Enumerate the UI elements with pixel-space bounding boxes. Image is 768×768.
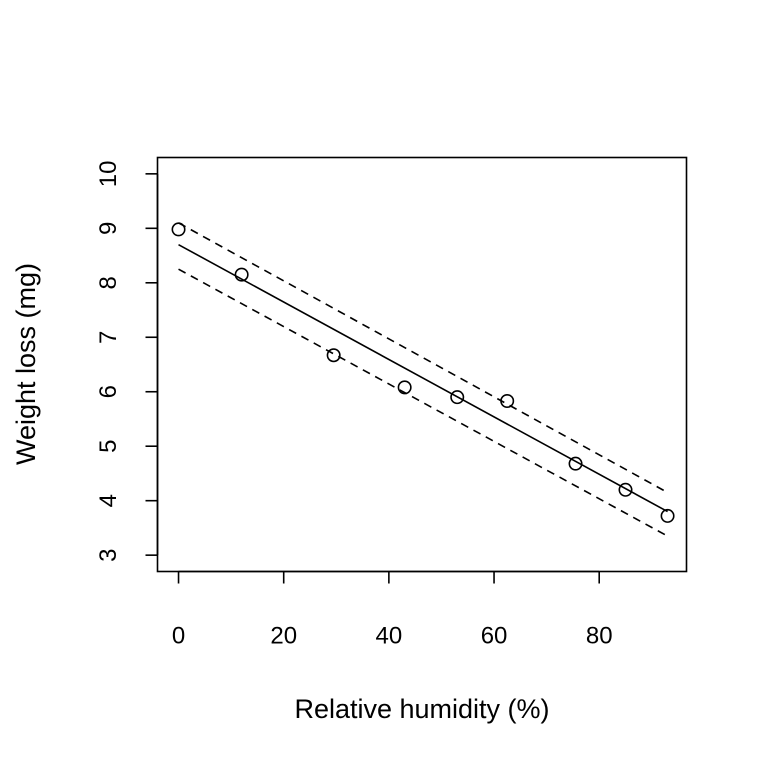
- y-tick-label: 5: [95, 440, 122, 453]
- data-point: [171, 222, 186, 237]
- y-tick-label: 3: [95, 548, 122, 561]
- y-tick-label: 10: [95, 160, 122, 187]
- upper-confidence-band: [178, 222, 668, 494]
- x-axis: 0 20 40 60 80: [172, 570, 613, 650]
- data-point: [234, 267, 249, 282]
- x-tick-label: 60: [481, 623, 508, 650]
- data-point: [500, 393, 515, 408]
- x-tick-label: 80: [586, 623, 613, 650]
- data-point: [660, 508, 675, 523]
- plot-frame: [156, 156, 688, 573]
- x-tick-label: 40: [376, 623, 403, 650]
- y-tick-label: 4: [95, 494, 122, 507]
- x-tick-label: 20: [270, 623, 297, 650]
- regression-lines: [178, 222, 668, 537]
- lower-confidence-band: [178, 268, 668, 537]
- y-tick-label: 6: [95, 385, 122, 398]
- y-tick-label: 8: [95, 276, 122, 289]
- data-point: [618, 482, 633, 497]
- data-point: [450, 390, 465, 405]
- data-point: [568, 456, 583, 471]
- y-tick-label: 9: [95, 222, 122, 235]
- data-point: [397, 380, 412, 395]
- x-tick-label: 0: [172, 623, 185, 650]
- y-axis-title: Weight loss (mg): [11, 263, 41, 465]
- data-point: [326, 348, 341, 363]
- y-axis: 3 4 5 6 7 8 9 10: [95, 160, 159, 562]
- y-tick-label: 7: [95, 331, 122, 344]
- regression-line: [178, 243, 668, 513]
- data-points: [171, 222, 675, 523]
- x-axis-title: Relative humidity (%): [294, 694, 549, 724]
